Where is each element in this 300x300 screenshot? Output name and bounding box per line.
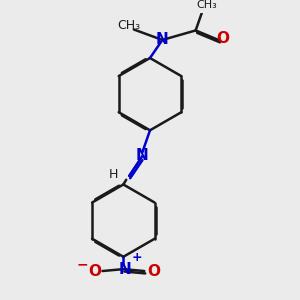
Text: O: O [147, 265, 160, 280]
Text: N: N [156, 32, 169, 47]
Text: O: O [217, 31, 230, 46]
Text: −: − [77, 257, 88, 272]
Text: +: + [131, 251, 142, 264]
Text: O: O [88, 265, 101, 280]
Text: N: N [136, 148, 149, 164]
Text: N: N [119, 262, 132, 277]
Text: H: H [109, 169, 119, 182]
Text: CH₃: CH₃ [118, 19, 141, 32]
Text: CH₃: CH₃ [197, 0, 218, 10]
